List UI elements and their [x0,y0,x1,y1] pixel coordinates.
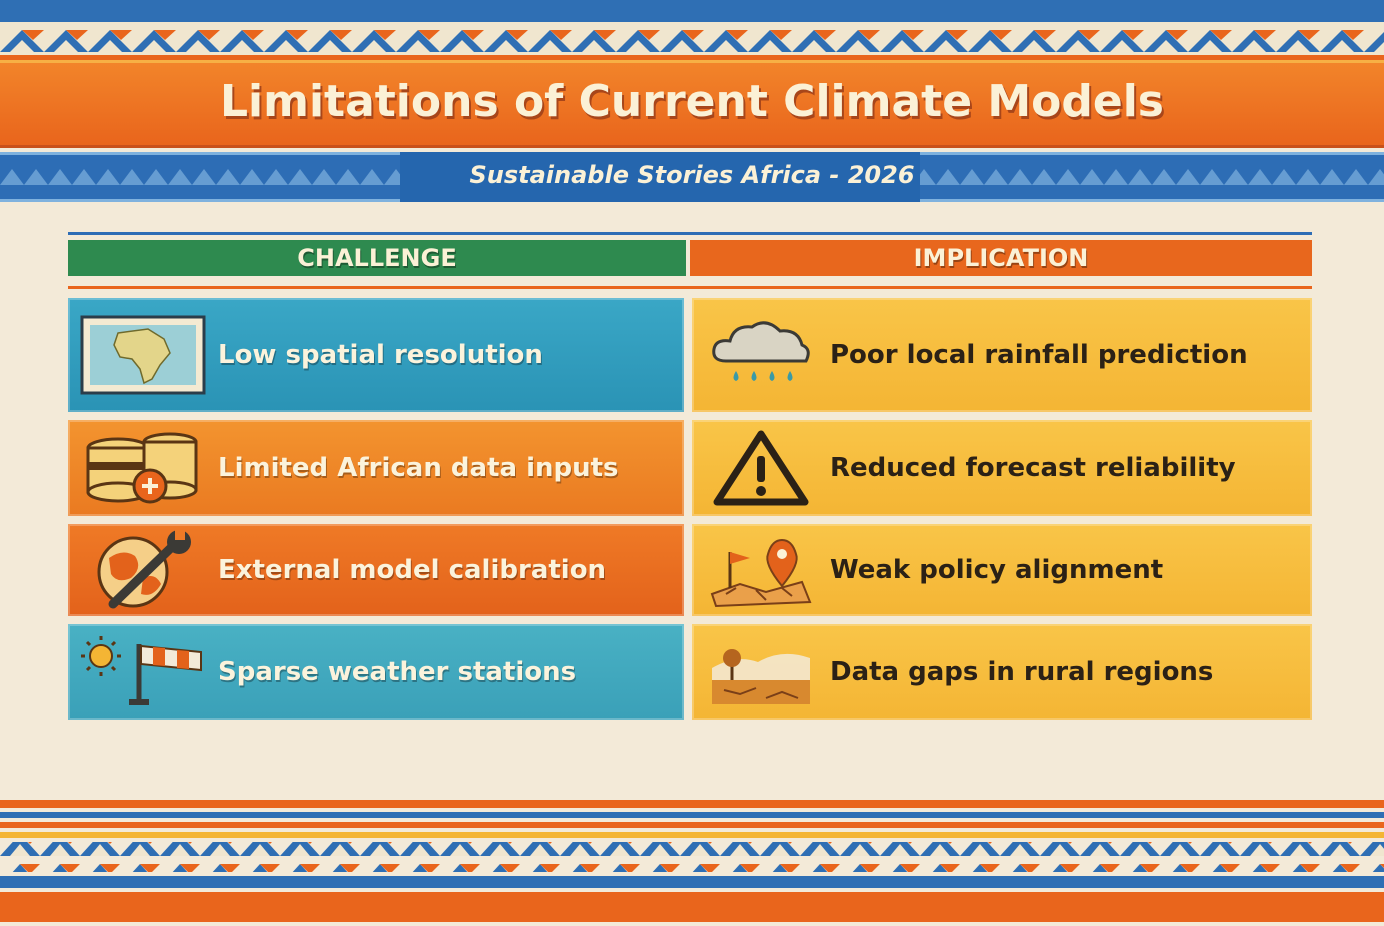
table-row: Sparse weather stations Data gaps in rur… [68,624,1312,720]
challenge-label: Sparse weather stations [218,657,577,687]
implication-cell: Weak policy alignment [692,524,1312,616]
implication-label: Weak policy alignment [830,555,1164,585]
warning-icon [692,420,830,516]
subtitle-plaque [400,152,920,202]
challenge-cell: Sparse weather stations [68,624,684,720]
header-rule-bottom [68,286,1312,289]
map-pin-flag-icon [692,524,830,616]
challenge-label: Limited African data inputs [218,453,619,483]
column-header-implication: IMPLICATION [690,240,1312,276]
dry-landscape-icon [692,624,830,720]
top-border-band [0,0,1384,22]
page-title: Limitations of Current Climate Models [220,76,1164,127]
bottom-tribal-border [0,800,1384,922]
top-tribal-pattern [0,22,1384,60]
page-subtitle: Sustainable Stories Africa - 2026 [469,161,915,189]
sun-windsock-icon [68,624,218,720]
challenge-cell: Limited African data inputs [68,420,684,516]
implication-label: Reduced forecast reliability [830,453,1236,483]
implication-label: Data gaps in rural regions [830,657,1214,687]
implication-cell: Poor local rainfall prediction [692,298,1312,412]
header-rule-top [68,232,1312,235]
table-row: Low spatial resolution Poor local rainfa… [68,298,1312,412]
rain-cloud-icon [692,298,830,412]
challenge-cell: External model calibration [68,524,684,616]
challenge-cell: Low spatial resolution [68,298,684,412]
table-row: External model calibration Weak policy a… [68,524,1312,616]
title-band [0,60,1384,148]
implication-label: Poor local rainfall prediction [830,340,1248,370]
implication-cell: Data gaps in rural regions [692,624,1312,720]
database-icon [68,420,218,516]
globe-wrench-icon [68,524,218,616]
implication-cell: Reduced forecast reliability [692,420,1312,516]
africa-map-icon [68,298,218,412]
challenge-label: External model calibration [218,555,607,585]
table-row: Limited African data inputs Reduced fore… [68,420,1312,516]
limitations-table: CHALLENGE IMPLICATION Low spatial resolu… [68,232,1312,728]
challenge-label: Low spatial resolution [218,340,543,370]
column-header-challenge: CHALLENGE [68,240,686,276]
table-header-row: CHALLENGE IMPLICATION [68,232,1312,284]
